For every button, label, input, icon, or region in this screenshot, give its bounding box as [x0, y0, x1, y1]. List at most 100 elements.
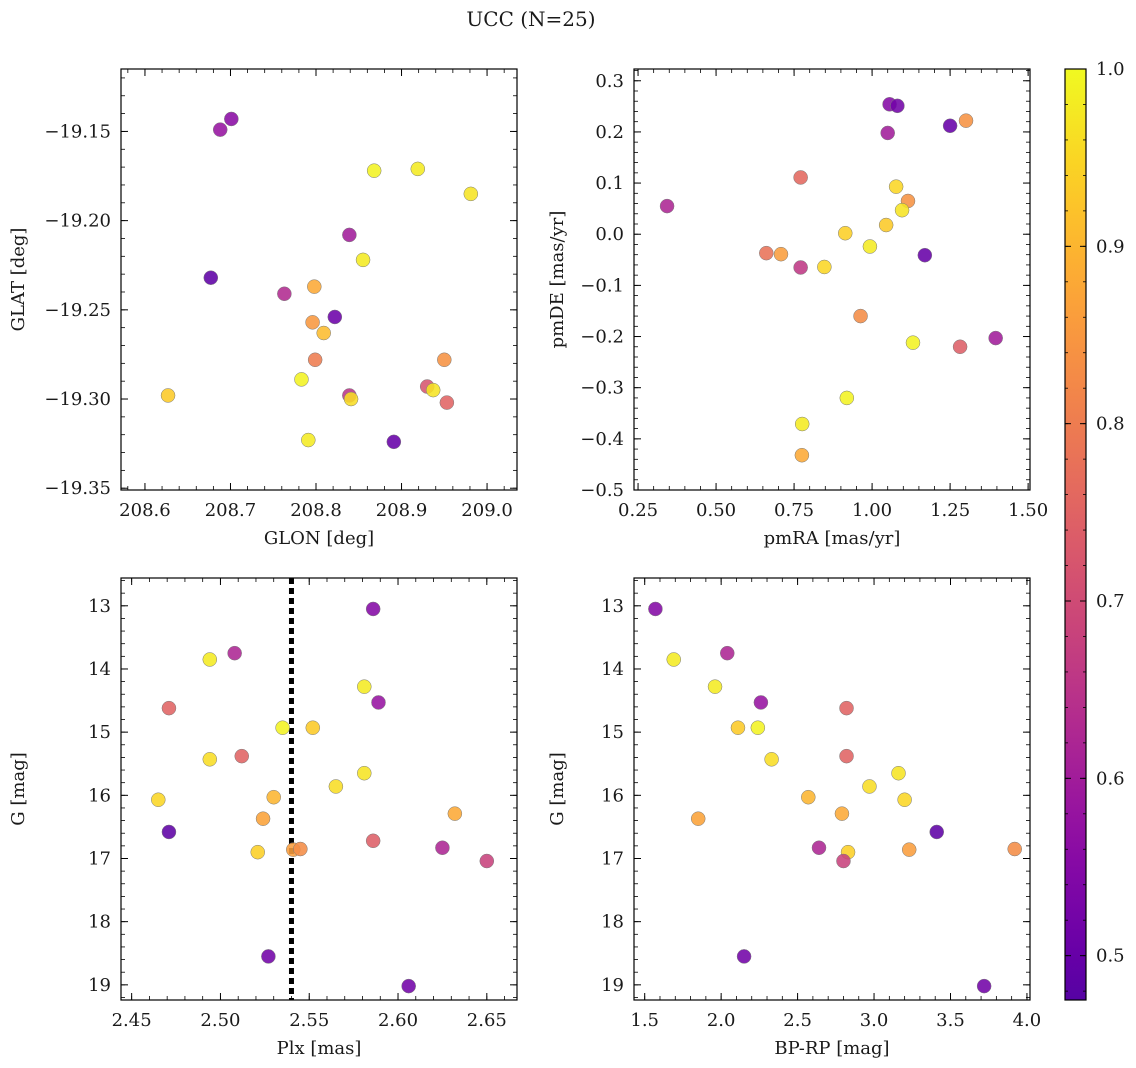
scatter-point [294, 372, 309, 387]
scatter-point [891, 765, 906, 781]
scatter-point [305, 720, 321, 735]
x-tick-label: 209.0 [461, 500, 513, 521]
scatter-point [316, 325, 331, 341]
scatter-point [811, 840, 827, 856]
scatter-point [894, 202, 910, 218]
y-tick-label: −19.25 [44, 300, 111, 321]
y-tick-label: 13 [88, 596, 111, 617]
scatter-point [666, 652, 682, 667]
scatter-point [202, 652, 218, 667]
scatter-point [261, 949, 276, 964]
scatter-point [327, 309, 343, 325]
scatter-point [224, 111, 239, 127]
scatter-point [202, 752, 218, 767]
scatter-point [1007, 841, 1022, 857]
x-tick-label: 4.0 [1013, 1010, 1042, 1031]
x-tick-label: 0.25 [618, 500, 658, 521]
y-tick-label: 0.3 [595, 71, 624, 92]
y-tick-label: −19.30 [44, 389, 111, 410]
x-tick-label: 0.75 [774, 500, 814, 521]
scatter-point [357, 679, 372, 694]
panel-1: 208.6 208.7 208.8 208.9 209.0 −19.15 −19.20 −19… [8, 68, 518, 549]
x-tick-label: 1.5 [630, 1010, 659, 1031]
y-tick-label: −0.3 [580, 378, 624, 399]
scatter-point [890, 98, 905, 114]
scatter-point [439, 395, 455, 410]
scatter-point [648, 601, 663, 617]
scatter-point [366, 163, 382, 178]
y-tick-label: 15 [88, 722, 111, 743]
scatter-point [707, 679, 723, 694]
scatter-point [401, 978, 416, 994]
y-tick-label: 15 [601, 722, 624, 743]
colorbar: 0.5 0.6 0.7 0.8 0.9 1.0 [1064, 59, 1125, 1001]
colorbar-gradient [1064, 68, 1087, 1001]
x-tick-label: 3.5 [936, 1010, 965, 1031]
scatter-point [255, 811, 271, 826]
y-tick-label: 16 [601, 785, 624, 806]
scatter-point [425, 382, 441, 398]
scatter-point [447, 806, 463, 821]
x-tick-label: 2.50 [200, 1010, 240, 1031]
scatter-point [853, 308, 868, 324]
scatter-point [836, 853, 851, 869]
x-tick-label: 2.60 [378, 1010, 418, 1031]
scatter-point [764, 752, 779, 767]
x-tick-label: 3.0 [860, 1010, 889, 1031]
x-axis-label: GLON [deg] [264, 528, 374, 549]
y-tick-label: 19 [601, 975, 624, 996]
scatter-point [838, 225, 853, 241]
scatter-point [897, 792, 912, 807]
scatter-point [794, 416, 810, 432]
y-tick-label: 19 [88, 975, 111, 996]
scatter-point [371, 695, 386, 710]
x-tick-label: 1.50 [1008, 500, 1048, 521]
scatter-point [753, 695, 769, 710]
scatter-point [212, 122, 228, 137]
x-tick-label: 208.6 [119, 500, 171, 521]
axes-frame [120, 577, 518, 1001]
y-tick-label: −0.1 [580, 275, 624, 296]
x-tick-label: 2.5 [783, 1010, 812, 1031]
scatter-point [888, 179, 904, 194]
y-tick-label: −0.4 [580, 429, 624, 450]
x-tick-label: 2.0 [707, 1010, 736, 1031]
axes-frame [120, 68, 518, 491]
panel-4: 1.5 2.0 2.5 3.0 3.5 4.0 13 14 15 16 17 18 19 BP-RP [m… [547, 577, 1042, 1059]
x-tick-label: 2.55 [289, 1010, 329, 1031]
scatter-point [659, 198, 675, 214]
scatter-point [750, 720, 766, 735]
y-tick-label: 17 [601, 848, 624, 869]
y-tick-label: 18 [601, 912, 624, 933]
colorbar-tick-label: 0.8 [1096, 414, 1125, 435]
x-tick-label: 208.8 [290, 500, 342, 521]
y-tick-label: 0.1 [595, 173, 624, 194]
y-axis-label: GLAT [deg] [8, 228, 29, 332]
scatter-point [227, 645, 242, 661]
scatter-point [801, 789, 816, 805]
axes-frame [633, 577, 1031, 1001]
scatter-point [342, 227, 357, 243]
scatter-point [293, 841, 308, 857]
scatter-point [759, 245, 774, 261]
y-axis-label: G [mag] [8, 752, 29, 825]
scatter-point [793, 170, 808, 185]
y-tick-label: 14 [88, 659, 111, 680]
scatter-point [365, 833, 381, 849]
scatter-point [958, 113, 974, 128]
scatter-point [942, 118, 958, 134]
scatter-point [862, 779, 877, 794]
y-tick-label: 13 [601, 596, 624, 617]
x-tick-label: 2.45 [112, 1010, 152, 1031]
scatter-point [307, 352, 323, 368]
x-axis-label: pmRA [mas/yr] [764, 528, 901, 549]
scatter-point [794, 447, 810, 463]
scatter-point [250, 844, 265, 860]
x-tick-label: 2.65 [467, 1010, 507, 1031]
scatter-point [307, 279, 322, 294]
scatter-point [266, 789, 281, 805]
scatter-point [952, 339, 968, 355]
panel-3: 2.45 2.50 2.55 2.60 2.65 13 14 15 16 17 18 19 Plx [m… [8, 577, 518, 1059]
scatter-point [305, 315, 320, 330]
